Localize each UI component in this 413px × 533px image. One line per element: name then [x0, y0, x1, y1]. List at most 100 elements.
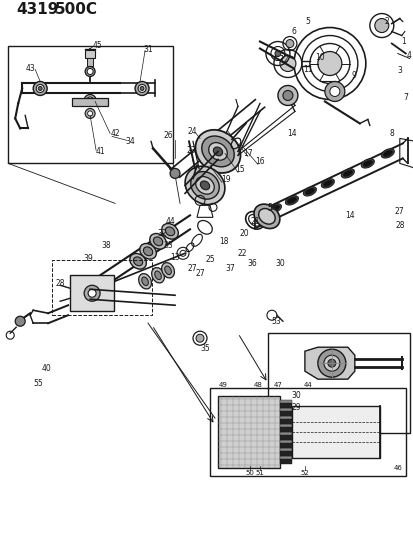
Circle shape: [85, 67, 95, 77]
Polygon shape: [304, 347, 354, 379]
Text: 41: 41: [95, 147, 104, 156]
Bar: [279, 451, 291, 456]
Ellipse shape: [161, 263, 174, 278]
Text: 21: 21: [249, 217, 259, 226]
Bar: [279, 435, 291, 440]
Ellipse shape: [380, 149, 394, 158]
Text: 44: 44: [165, 217, 174, 226]
Text: 20: 20: [239, 229, 248, 238]
Circle shape: [274, 51, 280, 56]
Ellipse shape: [151, 268, 164, 283]
Text: 54: 54: [266, 203, 276, 212]
Text: 55: 55: [33, 378, 43, 387]
Circle shape: [88, 289, 96, 297]
Circle shape: [33, 82, 47, 95]
Bar: [279, 459, 291, 464]
Ellipse shape: [303, 187, 316, 196]
Circle shape: [282, 91, 292, 100]
Ellipse shape: [382, 150, 392, 157]
Text: 15: 15: [235, 165, 244, 174]
Text: 2: 2: [384, 17, 388, 26]
Circle shape: [329, 86, 339, 96]
Ellipse shape: [213, 147, 222, 156]
Text: 8: 8: [389, 129, 393, 138]
Text: 35: 35: [199, 344, 209, 353]
Text: 1: 1: [401, 37, 405, 46]
Ellipse shape: [320, 179, 334, 188]
Ellipse shape: [285, 196, 298, 205]
Text: 47: 47: [273, 382, 282, 388]
Ellipse shape: [200, 181, 209, 190]
Circle shape: [140, 86, 144, 91]
Bar: [218, 396, 279, 468]
Ellipse shape: [195, 176, 214, 194]
Circle shape: [170, 168, 180, 179]
Ellipse shape: [141, 277, 148, 286]
Text: 42: 42: [110, 129, 120, 138]
Ellipse shape: [323, 180, 332, 187]
Text: 13: 13: [170, 253, 179, 262]
Bar: [8, 45, 173, 164]
Bar: [72, 99, 108, 107]
Text: 52: 52: [300, 470, 309, 476]
Ellipse shape: [201, 136, 234, 167]
Text: 51: 51: [255, 470, 264, 476]
Bar: [267, 333, 409, 433]
Text: 54: 54: [266, 204, 276, 213]
Bar: [279, 424, 291, 427]
Text: 17: 17: [242, 149, 252, 158]
Ellipse shape: [143, 247, 152, 256]
Ellipse shape: [361, 159, 373, 168]
Text: 28: 28: [394, 221, 404, 230]
Text: 22: 22: [237, 249, 246, 258]
Circle shape: [323, 355, 339, 371]
Text: 45: 45: [92, 41, 102, 50]
Text: 3: 3: [396, 66, 401, 75]
Bar: [279, 419, 291, 424]
Circle shape: [84, 285, 100, 301]
Text: 30: 30: [290, 391, 300, 400]
Text: 33: 33: [163, 241, 173, 250]
Text: 37: 37: [225, 264, 234, 273]
Ellipse shape: [161, 223, 178, 239]
Circle shape: [285, 39, 293, 47]
Text: 11: 11: [302, 65, 312, 74]
Text: 46: 46: [392, 465, 401, 471]
Bar: [52, 260, 152, 315]
Text: 16: 16: [254, 157, 264, 166]
Bar: [279, 411, 291, 416]
Text: 48: 48: [253, 382, 262, 388]
Circle shape: [85, 108, 95, 118]
Bar: [87, 58, 93, 66]
Text: 7: 7: [402, 93, 407, 102]
Ellipse shape: [342, 170, 351, 176]
Circle shape: [374, 19, 388, 33]
Bar: [279, 440, 291, 443]
Ellipse shape: [208, 143, 227, 160]
Ellipse shape: [270, 205, 279, 212]
Text: 40: 40: [41, 364, 51, 373]
Text: 19: 19: [221, 175, 230, 184]
Ellipse shape: [138, 273, 151, 289]
Text: 50: 50: [245, 470, 254, 476]
Ellipse shape: [153, 237, 162, 246]
Text: 6: 6: [291, 27, 296, 36]
Bar: [279, 443, 291, 448]
Text: 500C: 500C: [55, 2, 98, 17]
Text: 14: 14: [286, 129, 296, 138]
Circle shape: [195, 334, 204, 342]
Text: 26: 26: [163, 131, 173, 140]
Circle shape: [86, 97, 93, 104]
Ellipse shape: [164, 266, 171, 274]
Bar: [291, 406, 379, 458]
Ellipse shape: [150, 233, 166, 249]
Circle shape: [135, 82, 149, 95]
Text: 4: 4: [406, 51, 410, 60]
Circle shape: [87, 69, 93, 75]
Bar: [279, 448, 291, 451]
Text: 23: 23: [186, 146, 195, 155]
Ellipse shape: [254, 204, 279, 229]
Text: 49: 49: [218, 382, 227, 388]
Circle shape: [327, 359, 335, 367]
Circle shape: [317, 52, 341, 76]
